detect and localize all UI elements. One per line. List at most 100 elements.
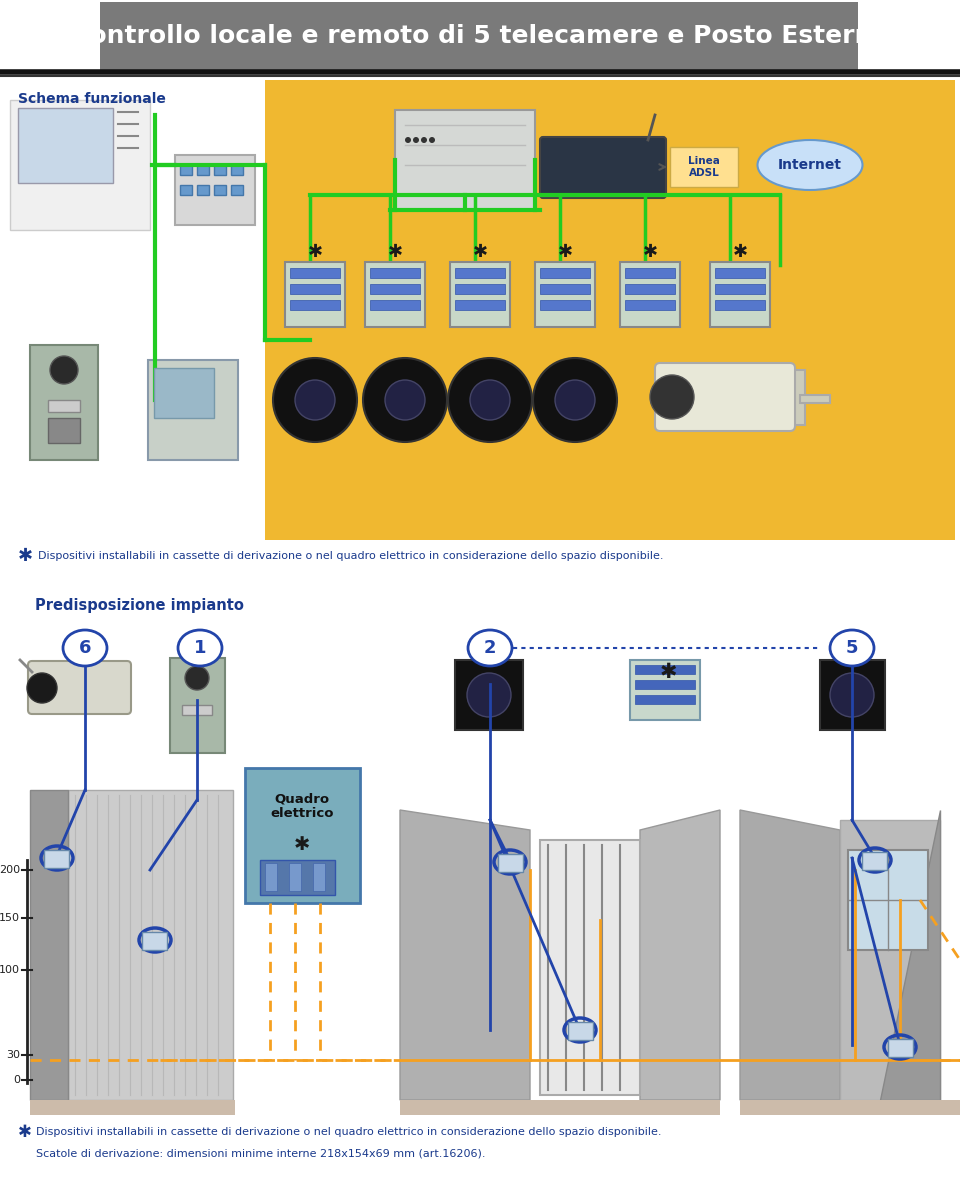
- Circle shape: [421, 137, 427, 143]
- Text: 2: 2: [484, 638, 496, 658]
- Bar: [800, 395, 830, 403]
- Circle shape: [185, 666, 209, 690]
- Text: ✱: ✱: [732, 242, 748, 260]
- Bar: [620, 262, 680, 326]
- Bar: [265, 863, 277, 890]
- Text: Dispositivi installabili in cassette di derivazione o nel quadro elettrico in co: Dispositivi installabili in cassette di …: [38, 551, 663, 560]
- Text: 0: 0: [13, 1075, 20, 1085]
- Text: 5: 5: [846, 638, 858, 658]
- Bar: [840, 820, 940, 1100]
- Polygon shape: [740, 1100, 960, 1115]
- Text: Linea
ADSL: Linea ADSL: [688, 156, 720, 178]
- Bar: [175, 155, 255, 226]
- Polygon shape: [30, 790, 68, 1100]
- Bar: [710, 262, 770, 326]
- Circle shape: [273, 358, 357, 442]
- Bar: [670, 146, 738, 187]
- Bar: [290, 300, 340, 310]
- Bar: [715, 300, 765, 310]
- Bar: [715, 268, 765, 278]
- Bar: [540, 300, 590, 310]
- Circle shape: [363, 358, 447, 442]
- Ellipse shape: [830, 630, 874, 666]
- Bar: [625, 268, 675, 278]
- Polygon shape: [30, 1100, 235, 1115]
- Bar: [260, 860, 335, 895]
- Bar: [455, 284, 505, 294]
- Text: 150: 150: [0, 913, 20, 923]
- Bar: [862, 852, 887, 870]
- Circle shape: [429, 137, 435, 143]
- Bar: [365, 262, 425, 326]
- Text: Quadro
elettrico: Quadro elettrico: [271, 792, 334, 820]
- Polygon shape: [740, 810, 840, 1100]
- Text: Predisposizione impianto: Predisposizione impianto: [35, 598, 244, 613]
- Bar: [100, 2, 858, 70]
- Ellipse shape: [63, 630, 107, 666]
- Polygon shape: [880, 810, 940, 1100]
- Bar: [180, 164, 192, 175]
- Bar: [370, 268, 420, 278]
- Ellipse shape: [757, 140, 862, 190]
- Bar: [18, 108, 113, 182]
- Circle shape: [27, 673, 57, 703]
- Bar: [715, 284, 765, 294]
- Circle shape: [50, 356, 78, 384]
- Text: 200: 200: [0, 865, 20, 875]
- FancyBboxPatch shape: [28, 661, 131, 714]
- Bar: [245, 768, 360, 902]
- Circle shape: [555, 380, 595, 420]
- Text: 30: 30: [6, 1050, 20, 1060]
- Text: 6: 6: [79, 638, 91, 658]
- Text: ✱: ✱: [558, 242, 572, 260]
- Bar: [231, 164, 243, 175]
- Circle shape: [650, 374, 694, 419]
- Bar: [30, 346, 98, 460]
- Bar: [540, 840, 640, 1094]
- Ellipse shape: [468, 630, 512, 666]
- Text: ✱: ✱: [294, 835, 310, 854]
- Polygon shape: [400, 1100, 720, 1115]
- Bar: [455, 300, 505, 310]
- Polygon shape: [640, 810, 720, 1100]
- Text: Dispositivi installabili in cassette di derivazione o nel quadro elettrico in co: Dispositivi installabili in cassette di …: [36, 1127, 661, 1138]
- Circle shape: [448, 358, 532, 442]
- Bar: [455, 268, 505, 278]
- Circle shape: [405, 137, 411, 143]
- Bar: [888, 1039, 913, 1057]
- Bar: [48, 418, 80, 443]
- Bar: [568, 1022, 593, 1040]
- Bar: [540, 284, 590, 294]
- Bar: [142, 932, 167, 950]
- Bar: [265, 80, 955, 540]
- Text: ✱: ✱: [660, 662, 677, 682]
- Bar: [785, 370, 805, 425]
- Bar: [68, 790, 233, 1100]
- Circle shape: [533, 358, 617, 442]
- Bar: [231, 185, 243, 194]
- Text: ✱: ✱: [307, 242, 323, 260]
- Circle shape: [470, 380, 510, 420]
- Bar: [214, 164, 226, 175]
- Bar: [48, 400, 80, 412]
- Bar: [197, 185, 209, 194]
- Bar: [285, 262, 345, 326]
- Circle shape: [830, 673, 874, 716]
- Bar: [630, 660, 700, 720]
- Bar: [625, 284, 675, 294]
- Ellipse shape: [178, 630, 222, 666]
- FancyBboxPatch shape: [540, 137, 666, 198]
- Bar: [313, 863, 325, 890]
- Text: ✱: ✱: [18, 547, 34, 565]
- Bar: [214, 185, 226, 194]
- Circle shape: [413, 137, 419, 143]
- Bar: [535, 262, 595, 326]
- Bar: [290, 284, 340, 294]
- Bar: [635, 695, 695, 704]
- Bar: [820, 660, 885, 730]
- Bar: [180, 185, 192, 194]
- Bar: [182, 704, 212, 715]
- Bar: [10, 100, 150, 230]
- Bar: [370, 300, 420, 310]
- Bar: [148, 360, 238, 460]
